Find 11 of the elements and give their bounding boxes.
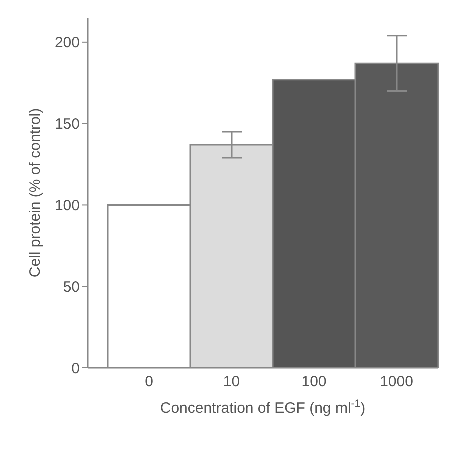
x-tick-label: 100 bbox=[302, 374, 327, 391]
y-tick-label: 200 bbox=[54, 34, 80, 52]
y-tick-label: 50 bbox=[63, 278, 80, 296]
x-tick-label: 10 bbox=[223, 374, 240, 391]
y-tick-label: 150 bbox=[54, 116, 80, 134]
x-axis-title: Concentration of EGF (ng ml$^{-1}$) bbox=[160, 398, 366, 417]
y-axis-title: Cell protein (% of control) bbox=[27, 108, 44, 278]
x-tick-label: 1000 bbox=[380, 374, 414, 391]
y-tick-label: 100 bbox=[54, 198, 80, 215]
y-tick-label: 0 bbox=[72, 360, 80, 378]
x-tick-label: 0 bbox=[145, 374, 154, 391]
